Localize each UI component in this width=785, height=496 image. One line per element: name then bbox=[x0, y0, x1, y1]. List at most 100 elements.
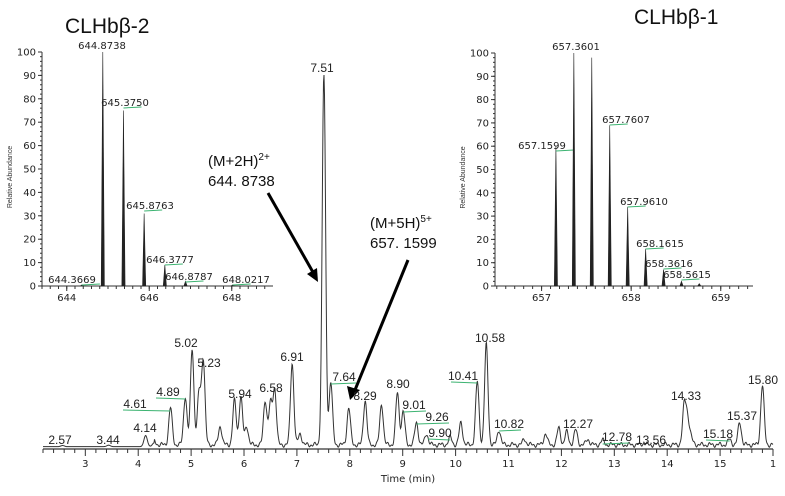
peak-label-leader bbox=[123, 106, 142, 109]
x-tick-label: 659 bbox=[711, 293, 730, 304]
peak-label-leader bbox=[705, 439, 730, 442]
y-tick-label: 60 bbox=[23, 141, 36, 152]
peak-label-leader bbox=[681, 278, 700, 281]
peak-label: 10.41 bbox=[448, 369, 478, 383]
peak-label: 4.14 bbox=[133, 421, 157, 435]
x-tick-label: 5 bbox=[188, 459, 194, 470]
annotation-m2h-ion: (M+2H)2+ bbox=[208, 152, 270, 170]
y-tick-label: 40 bbox=[476, 188, 489, 199]
annotation-m5h-mz: 657. 1599 bbox=[370, 235, 437, 252]
y-tick-label: 0 bbox=[483, 282, 489, 293]
peak-label: 658.5615 bbox=[663, 270, 711, 281]
peak-label: 9.90 bbox=[428, 426, 452, 440]
peak-label: 657.9610 bbox=[620, 197, 668, 208]
peak-label-leader bbox=[663, 267, 682, 270]
peak-label: 658.3616 bbox=[645, 259, 693, 270]
peak-label: 648.0217 bbox=[222, 275, 270, 286]
x-tick-label: 657 bbox=[532, 293, 551, 304]
peak-label: 4.89 bbox=[156, 385, 180, 399]
peak-label-leader bbox=[232, 283, 251, 286]
y-tick-label: 30 bbox=[476, 212, 489, 223]
annotation-m2h: (M+2H)2+ 644. 8738 bbox=[208, 152, 318, 282]
x-tick-label: 9 bbox=[400, 459, 406, 470]
y-tick-label: 90 bbox=[23, 71, 36, 82]
peak-label: 15.18 bbox=[703, 427, 733, 441]
y-tick-label: 50 bbox=[476, 165, 489, 176]
x-tick-label: 13 bbox=[608, 459, 621, 470]
peak-label-leader bbox=[330, 382, 357, 385]
peak-label: 657.1599 bbox=[518, 141, 566, 152]
peak-label-leader bbox=[602, 442, 630, 445]
peak-label-leader bbox=[155, 397, 186, 400]
spectrum-peak bbox=[554, 146, 558, 287]
chromatogram-trace bbox=[43, 74, 774, 449]
y-tick-label: 90 bbox=[476, 72, 489, 83]
peak-label: 6.58 bbox=[259, 381, 283, 395]
y-tick-label: 10 bbox=[23, 258, 36, 269]
peak-label: 8.90 bbox=[386, 377, 410, 391]
peak-label: 646.8787 bbox=[165, 272, 213, 283]
spectrum-peak bbox=[100, 51, 105, 287]
spectrum-peak bbox=[697, 283, 702, 287]
arrow-m2h bbox=[266, 192, 316, 275]
peak-label: 12.27 bbox=[563, 417, 593, 431]
arrow-m2h-head bbox=[307, 268, 318, 282]
x-axis-title: Time (min) bbox=[380, 474, 435, 485]
spectrum-peak bbox=[183, 280, 188, 287]
spectrum-peak bbox=[162, 264, 167, 287]
peak-label-leader bbox=[555, 149, 574, 152]
y-axis-title: Relative Abundance bbox=[7, 146, 14, 208]
peak-label: 10.82 bbox=[494, 417, 524, 431]
peak-label-leader bbox=[164, 263, 183, 266]
x-tick-label: 12 bbox=[555, 459, 568, 470]
chromatogram: 3 4 5 6 7 8 9 10 11 12 13 14 15 1 Time (min) 2.57 3.44 4.… bbox=[42, 61, 778, 485]
x-tick-label: 658 bbox=[622, 293, 641, 304]
spectrum-peak bbox=[679, 280, 684, 287]
peak-label: 12.78 bbox=[602, 430, 632, 444]
peak-label-leader bbox=[450, 381, 478, 384]
x-tick-label: 644 bbox=[57, 293, 76, 304]
x-tick-label: 3 bbox=[82, 459, 88, 470]
peak-label-leader bbox=[122, 409, 171, 412]
peak-label: 7.51 bbox=[310, 61, 334, 75]
peak-label: 15.80 bbox=[748, 373, 778, 387]
y-tick-label: 70 bbox=[23, 118, 36, 129]
peak-label-leader bbox=[403, 410, 427, 413]
x-tick-label: 4 bbox=[135, 459, 141, 470]
y-tick-label: 70 bbox=[476, 118, 489, 129]
peak-label: 6.91 bbox=[280, 350, 304, 364]
peak-label-leader bbox=[427, 438, 451, 441]
arrow-m5h bbox=[353, 259, 410, 391]
peak-label: 5.02 bbox=[174, 336, 198, 350]
x-tick-label: 7 bbox=[294, 459, 300, 470]
y-tick-label: 100 bbox=[17, 48, 36, 59]
peak-label: 15.37 bbox=[727, 409, 757, 423]
peak-label-leader bbox=[498, 429, 522, 432]
y-tick-label: 20 bbox=[23, 235, 36, 246]
peak-label-leader bbox=[609, 123, 628, 126]
peak-label: 8.29 bbox=[353, 389, 377, 403]
y-tick-label: 10 bbox=[476, 258, 489, 269]
peak-label: 10.58 bbox=[475, 331, 505, 345]
peak-label: 7.64 bbox=[332, 370, 356, 384]
peak-label: 4.61 bbox=[123, 397, 147, 411]
spectrum-peak bbox=[661, 269, 666, 287]
x-tick-label: 10 bbox=[449, 459, 462, 470]
y-tick-label: 30 bbox=[23, 211, 36, 222]
x-tick-label: 14 bbox=[661, 459, 674, 470]
peak-label: 645.3750 bbox=[101, 98, 149, 109]
inset-right-spectrum: 0 10 20 30 40 50 60 70 80 90 100 657 658 659 Relative … bbox=[460, 42, 753, 304]
peak-label: 644.3669 bbox=[48, 275, 96, 286]
peak-label: 14.33 bbox=[671, 389, 701, 403]
peak-label: 5.23 bbox=[197, 356, 221, 370]
x-tick-label: 646 bbox=[140, 293, 159, 304]
y-tick-label: 80 bbox=[23, 94, 36, 105]
y-tick-label: 40 bbox=[23, 188, 36, 199]
peak-label-leader bbox=[416, 422, 450, 425]
peak-label: 2.57 bbox=[48, 433, 72, 447]
inset-left-title: CLHbβ-2 bbox=[65, 15, 149, 38]
peak-label-leader bbox=[144, 209, 163, 212]
y-tick-label: 50 bbox=[23, 165, 36, 176]
spectrum-peak bbox=[625, 206, 630, 287]
peak-label: 644.8738 bbox=[78, 41, 126, 52]
